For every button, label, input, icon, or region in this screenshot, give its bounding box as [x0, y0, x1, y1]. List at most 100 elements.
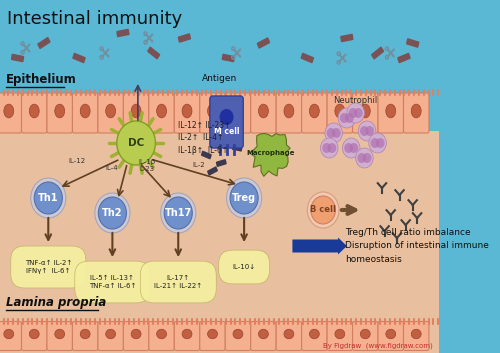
- Text: Antigen: Antigen: [202, 74, 237, 83]
- Ellipse shape: [284, 329, 294, 339]
- Polygon shape: [249, 133, 290, 176]
- Text: Th17: Th17: [164, 208, 192, 218]
- Text: Macrophage: Macrophage: [246, 150, 294, 156]
- Text: Th1: Th1: [38, 193, 58, 203]
- FancyBboxPatch shape: [276, 322, 301, 351]
- Text: IL-12↑ IL-23↑
IL-2↑  IL-4↑
IL-1β↑  IL-6↑: IL-12↑ IL-23↑ IL-2↑ IL-4↑ IL-1β↑ IL-6↑: [178, 121, 231, 155]
- Ellipse shape: [131, 329, 141, 339]
- Text: Th2: Th2: [102, 208, 122, 218]
- FancyBboxPatch shape: [232, 144, 242, 151]
- FancyBboxPatch shape: [327, 93, 352, 133]
- Circle shape: [348, 108, 358, 118]
- Ellipse shape: [386, 329, 396, 339]
- Ellipse shape: [412, 104, 421, 118]
- Ellipse shape: [80, 329, 90, 339]
- Circle shape: [360, 126, 369, 136]
- FancyBboxPatch shape: [340, 34, 353, 42]
- FancyBboxPatch shape: [72, 53, 86, 63]
- Circle shape: [347, 103, 364, 123]
- FancyBboxPatch shape: [0, 93, 22, 133]
- Text: IL-4: IL-4: [106, 165, 118, 171]
- Circle shape: [322, 143, 331, 153]
- Circle shape: [320, 138, 338, 158]
- Ellipse shape: [284, 104, 294, 118]
- Text: IL-2: IL-2: [192, 162, 205, 168]
- FancyBboxPatch shape: [37, 37, 51, 49]
- Circle shape: [308, 192, 339, 228]
- FancyBboxPatch shape: [98, 93, 124, 133]
- Circle shape: [366, 126, 374, 136]
- Ellipse shape: [412, 329, 421, 339]
- FancyBboxPatch shape: [147, 47, 160, 60]
- Circle shape: [326, 128, 336, 138]
- Circle shape: [340, 113, 348, 123]
- Circle shape: [376, 138, 384, 148]
- Circle shape: [230, 182, 258, 214]
- Ellipse shape: [106, 104, 116, 118]
- Ellipse shape: [106, 329, 116, 339]
- Circle shape: [338, 108, 355, 128]
- FancyBboxPatch shape: [300, 53, 314, 63]
- Ellipse shape: [233, 329, 243, 339]
- Ellipse shape: [182, 104, 192, 118]
- FancyBboxPatch shape: [250, 322, 276, 351]
- FancyBboxPatch shape: [378, 322, 404, 351]
- FancyBboxPatch shape: [174, 322, 200, 351]
- Text: DC: DC: [128, 138, 144, 148]
- FancyBboxPatch shape: [225, 322, 250, 351]
- Circle shape: [370, 138, 380, 148]
- Ellipse shape: [335, 104, 345, 118]
- FancyBboxPatch shape: [327, 322, 352, 351]
- FancyBboxPatch shape: [222, 54, 235, 62]
- Circle shape: [30, 178, 66, 218]
- Ellipse shape: [335, 329, 345, 339]
- FancyBboxPatch shape: [149, 93, 174, 133]
- Circle shape: [358, 153, 366, 163]
- Circle shape: [117, 121, 156, 165]
- Ellipse shape: [182, 329, 192, 339]
- Ellipse shape: [360, 329, 370, 339]
- Circle shape: [98, 197, 126, 229]
- FancyBboxPatch shape: [0, 322, 22, 351]
- FancyBboxPatch shape: [201, 151, 212, 159]
- Ellipse shape: [4, 104, 14, 118]
- Circle shape: [362, 153, 372, 163]
- Circle shape: [344, 143, 353, 153]
- FancyBboxPatch shape: [124, 322, 149, 351]
- FancyBboxPatch shape: [352, 322, 378, 351]
- Ellipse shape: [30, 104, 39, 118]
- Ellipse shape: [156, 329, 166, 339]
- FancyBboxPatch shape: [200, 93, 225, 133]
- FancyBboxPatch shape: [276, 93, 301, 133]
- Circle shape: [226, 178, 262, 218]
- FancyArrow shape: [292, 238, 347, 255]
- FancyBboxPatch shape: [47, 93, 72, 133]
- Circle shape: [220, 109, 234, 125]
- FancyBboxPatch shape: [22, 322, 47, 351]
- Ellipse shape: [80, 104, 90, 118]
- Text: Intestinal immunity: Intestinal immunity: [7, 10, 182, 28]
- FancyBboxPatch shape: [302, 322, 327, 351]
- Text: M cell: M cell: [214, 126, 240, 136]
- Text: IL-17↑
IL-21↑ IL-22↑: IL-17↑ IL-21↑ IL-22↑: [154, 275, 202, 289]
- Ellipse shape: [30, 329, 39, 339]
- Ellipse shape: [233, 104, 243, 118]
- Ellipse shape: [258, 104, 268, 118]
- FancyBboxPatch shape: [256, 37, 270, 49]
- FancyBboxPatch shape: [371, 47, 384, 60]
- Bar: [0, 131, 439, 353]
- Text: Epithelium: Epithelium: [6, 73, 77, 86]
- Text: IL-12: IL-12: [68, 158, 86, 164]
- FancyBboxPatch shape: [72, 322, 98, 351]
- Text: B cell: B cell: [310, 205, 336, 215]
- Text: Treg: Treg: [232, 193, 256, 203]
- Ellipse shape: [4, 329, 14, 339]
- FancyBboxPatch shape: [378, 93, 404, 133]
- FancyBboxPatch shape: [397, 53, 410, 63]
- Circle shape: [332, 128, 340, 138]
- Ellipse shape: [55, 104, 64, 118]
- Ellipse shape: [55, 329, 64, 339]
- FancyBboxPatch shape: [124, 93, 149, 133]
- FancyBboxPatch shape: [210, 96, 243, 148]
- FancyBboxPatch shape: [149, 322, 174, 351]
